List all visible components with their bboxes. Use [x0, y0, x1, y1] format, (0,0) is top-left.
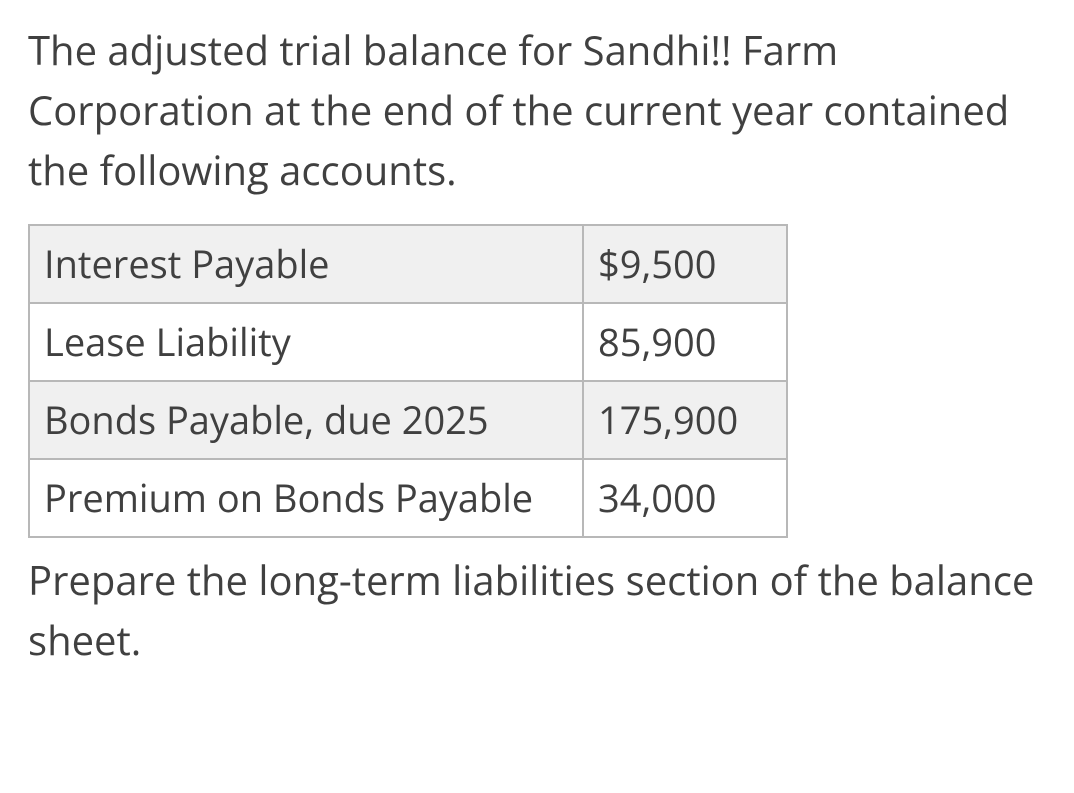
account-value-cell: 175,900 — [583, 381, 787, 459]
table-row: Premium on Bonds Payable 34,000 — [29, 459, 787, 537]
instruction-paragraph: Prepare the long-term liabilities sectio… — [28, 550, 1046, 670]
page: The adjusted trial balance for Sandhi!! … — [0, 0, 1074, 690]
account-value-cell: 34,000 — [583, 459, 787, 537]
accounts-table-body: Interest Payable $9,500 Lease Liability … — [29, 225, 787, 537]
account-value-cell: 85,900 — [583, 303, 787, 381]
account-name-cell: Lease Liability — [29, 303, 583, 381]
table-row: Interest Payable $9,500 — [29, 225, 787, 303]
table-row: Bonds Payable, due 2025 175,900 — [29, 381, 787, 459]
accounts-table: Interest Payable $9,500 Lease Liability … — [28, 224, 788, 538]
account-name-cell: Interest Payable — [29, 225, 583, 303]
intro-paragraph: The adjusted trial balance for Sandhi!! … — [28, 20, 1046, 200]
account-name-cell: Premium on Bonds Payable — [29, 459, 583, 537]
account-value-cell: $9,500 — [583, 225, 787, 303]
account-name-cell: Bonds Payable, due 2025 — [29, 381, 583, 459]
table-row: Lease Liability 85,900 — [29, 303, 787, 381]
